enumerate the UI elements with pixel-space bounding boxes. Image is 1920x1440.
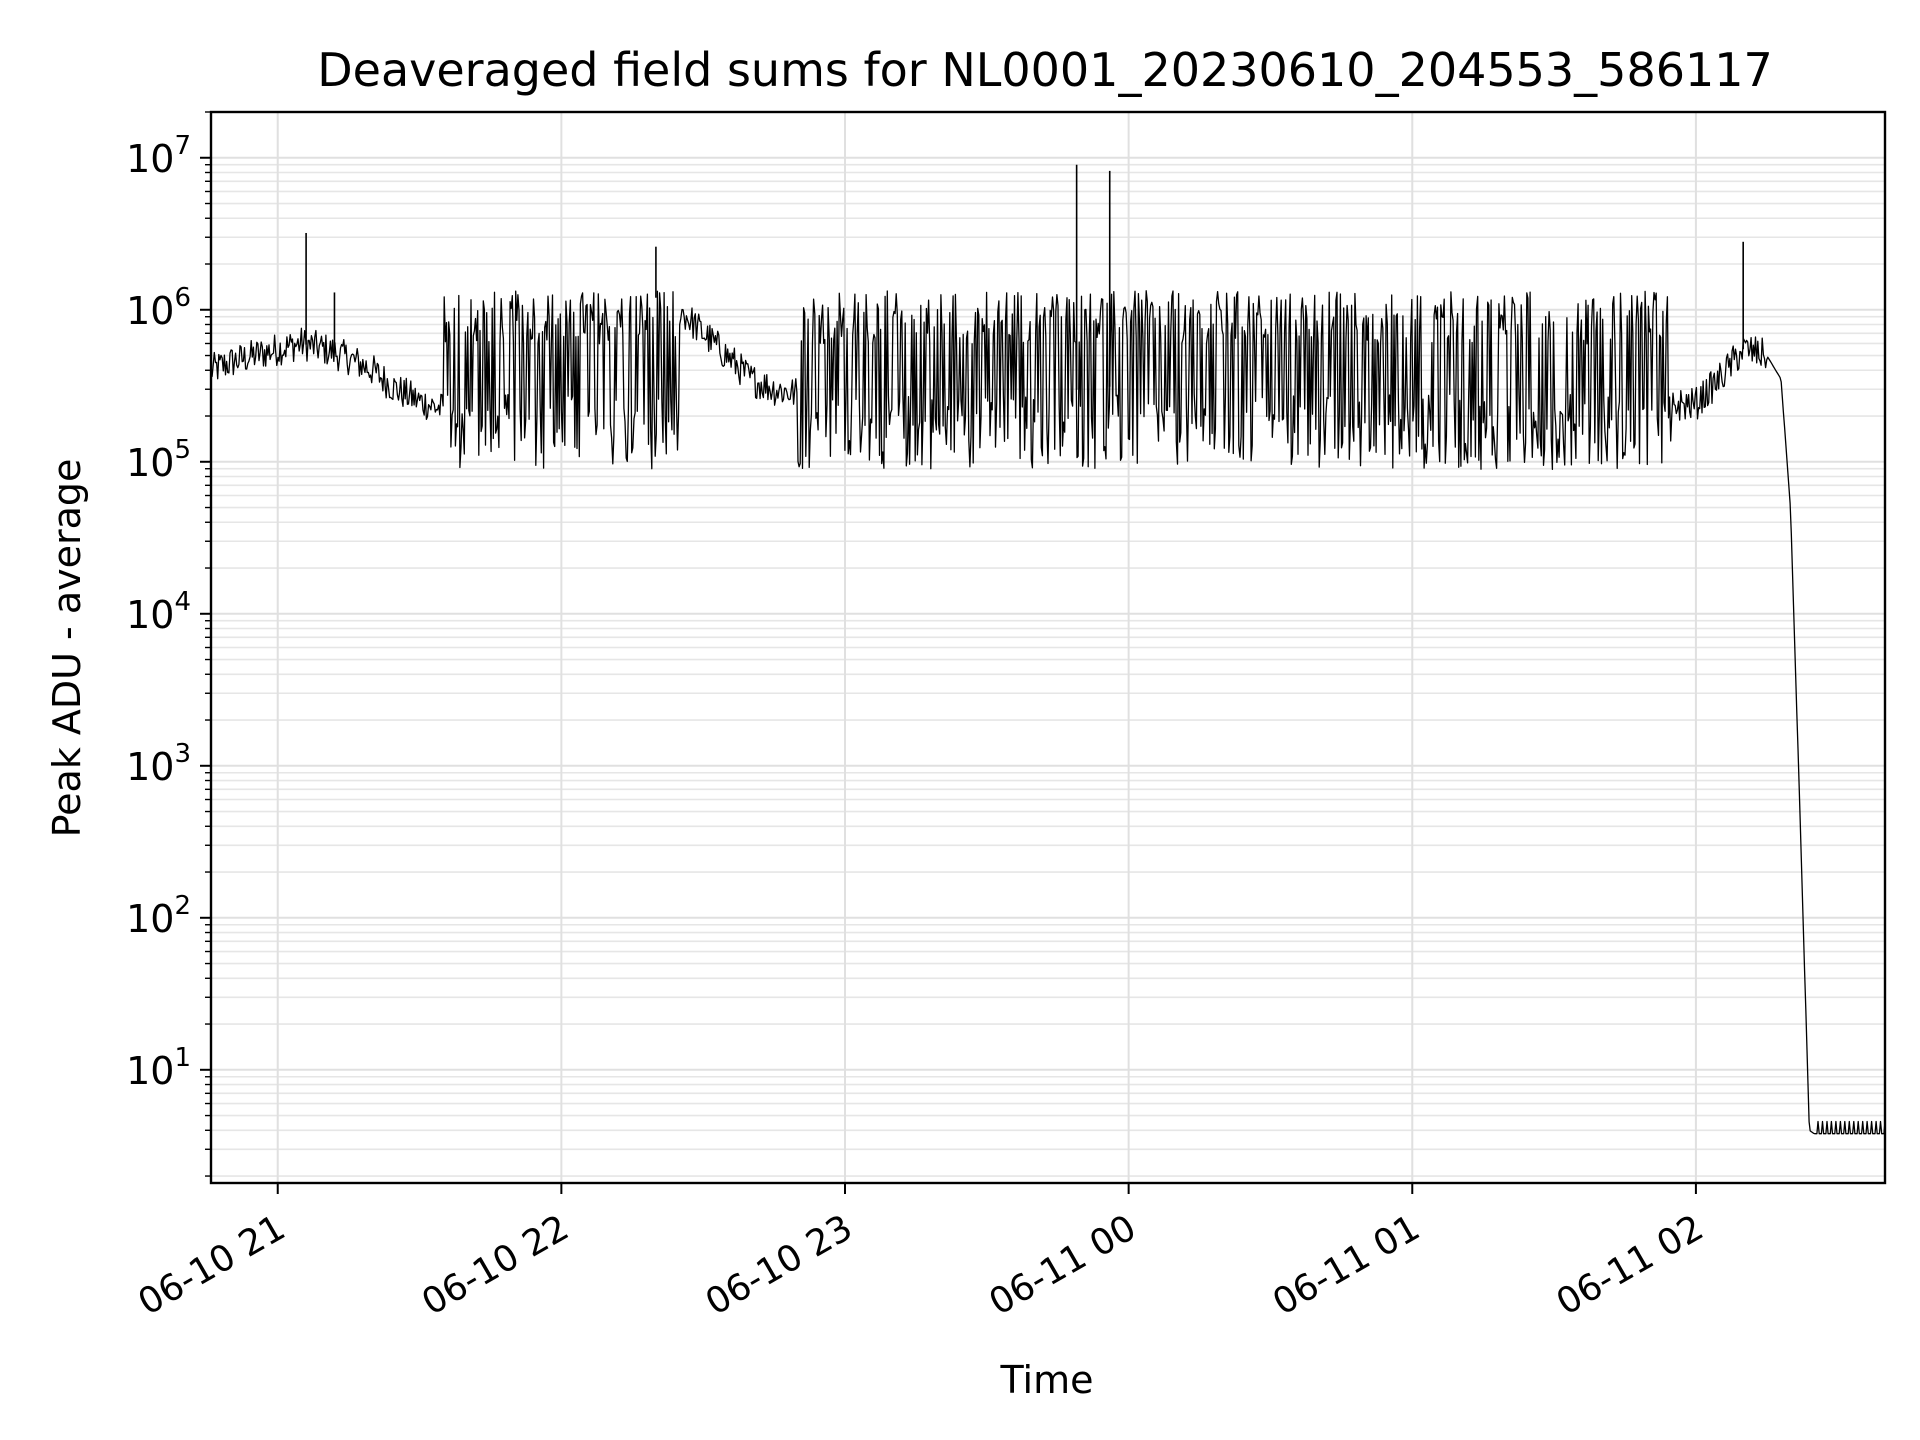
series-line xyxy=(210,290,1886,1135)
data-series xyxy=(210,164,1886,1135)
y-tick-labels: 101 102 103 104 105 106 107 xyxy=(126,131,191,1093)
y-tick-label: 106 xyxy=(126,283,191,333)
y-tick-label: 103 xyxy=(126,739,191,789)
y-tick-label: 102 xyxy=(126,891,191,941)
grid-lines xyxy=(211,111,1885,1183)
y-tick-label: 104 xyxy=(126,587,191,637)
y-tick-label: 101 xyxy=(126,1043,191,1093)
y-tick-label: 107 xyxy=(126,131,191,181)
x-axis-label: Time xyxy=(1000,1358,1094,1402)
y-axis-label: Peak ADU - average xyxy=(45,459,89,838)
chart-title: Deaveraged field sums for NL0001_2023061… xyxy=(317,43,1773,97)
axis-ticks xyxy=(200,111,1697,1194)
y-tick-label: 105 xyxy=(126,435,191,485)
